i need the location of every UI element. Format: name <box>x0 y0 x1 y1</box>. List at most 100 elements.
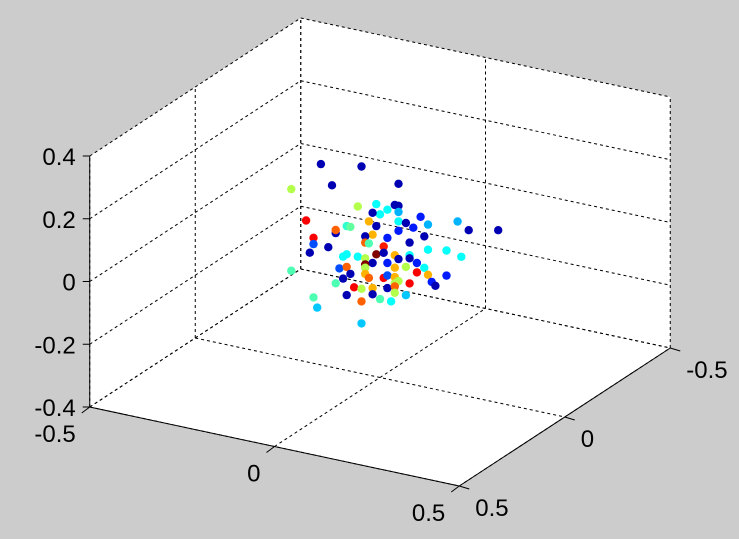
data-point <box>394 217 403 226</box>
data-point <box>420 263 429 272</box>
left-wall-gridline-z <box>89 143 302 282</box>
data-point <box>383 258 392 268</box>
data-point <box>401 291 411 300</box>
back-wall-gridline-z <box>300 17 671 98</box>
data-point <box>331 225 340 235</box>
x-tick <box>266 446 275 453</box>
data-point <box>346 269 355 279</box>
data-point <box>375 294 385 304</box>
data-point <box>383 283 392 293</box>
data-point <box>383 233 392 243</box>
left-wall-gridline-z <box>89 17 302 157</box>
data-point <box>383 205 392 214</box>
data-point <box>349 283 359 292</box>
data-point <box>361 232 370 241</box>
data-point <box>386 297 396 306</box>
data-point <box>412 268 422 277</box>
data-point <box>313 303 322 312</box>
data-point <box>316 159 326 169</box>
data-point <box>357 284 366 293</box>
data-point <box>346 222 355 232</box>
y-tick <box>459 485 470 490</box>
floor-gridline-y <box>195 337 565 418</box>
data-point <box>379 248 388 257</box>
data-point <box>453 217 462 226</box>
z-tick-label: -0.4 <box>34 395 75 422</box>
data-point <box>305 248 314 257</box>
back-wall-gridline-z <box>300 143 671 223</box>
data-point <box>394 201 403 210</box>
y-tick-label: 0 <box>581 426 594 453</box>
data-point <box>364 273 374 283</box>
data-point <box>368 258 377 268</box>
y-tick-label: 0.5 <box>475 495 508 522</box>
axis-lines <box>81 155 681 493</box>
data-point <box>379 242 388 251</box>
data-point <box>394 254 403 264</box>
data-point <box>416 212 425 221</box>
data-point <box>287 266 296 275</box>
data-point <box>357 319 366 328</box>
data-point <box>423 220 433 229</box>
x-tick <box>81 406 91 414</box>
data-point <box>353 252 362 261</box>
data-point <box>405 254 414 263</box>
z-tick-label: 0.4 <box>42 144 75 171</box>
data-point <box>394 207 403 217</box>
data-point <box>401 218 411 228</box>
data-point <box>372 250 381 259</box>
z-tick-label: 0.2 <box>42 207 75 234</box>
data-point <box>342 262 351 272</box>
data-point <box>357 297 366 306</box>
data-point <box>442 246 451 255</box>
data-point <box>309 239 318 249</box>
data-point <box>287 184 296 194</box>
y-tick-label: -0.5 <box>686 357 727 384</box>
data-point <box>361 263 370 272</box>
data-point <box>390 288 399 297</box>
data-point <box>372 199 381 209</box>
data-point <box>401 262 411 272</box>
data-point <box>361 254 370 263</box>
data-point <box>331 279 340 288</box>
data-point <box>309 293 318 302</box>
data-point <box>338 274 348 283</box>
data-point <box>394 226 403 235</box>
y-tick <box>670 347 681 352</box>
data-point <box>364 239 374 248</box>
data-point <box>390 282 399 291</box>
data-point <box>368 290 377 299</box>
data-point <box>309 233 318 242</box>
data-point <box>405 238 414 247</box>
x-tick <box>450 485 460 493</box>
data-point <box>423 245 433 254</box>
data-point <box>301 216 311 225</box>
data-point <box>431 281 440 290</box>
data-point <box>357 162 366 171</box>
data-point <box>405 279 414 288</box>
data-point <box>409 223 418 232</box>
data-point <box>375 210 385 219</box>
data-point <box>368 230 377 239</box>
data-point <box>327 181 337 190</box>
data-point <box>464 226 473 235</box>
data-point <box>342 290 351 300</box>
data-point <box>494 226 503 235</box>
data-point <box>383 271 392 280</box>
data-point <box>372 221 381 231</box>
data-point <box>324 243 333 252</box>
data-point <box>342 250 351 259</box>
data-point <box>368 208 377 217</box>
data-point <box>420 232 429 241</box>
x-tick-label: -0.5 <box>34 421 75 448</box>
data-point <box>390 263 399 272</box>
data-point <box>457 252 466 261</box>
data-point <box>335 264 344 273</box>
y-tick <box>564 416 575 421</box>
tick-labels: 0.40.20-0.2-0.4-0.500.5 0.50-0.5 <box>34 144 727 527</box>
data-point <box>368 283 377 293</box>
x-tick-label: 0.5 <box>412 500 445 527</box>
z-tick-label: -0.2 <box>34 332 75 359</box>
